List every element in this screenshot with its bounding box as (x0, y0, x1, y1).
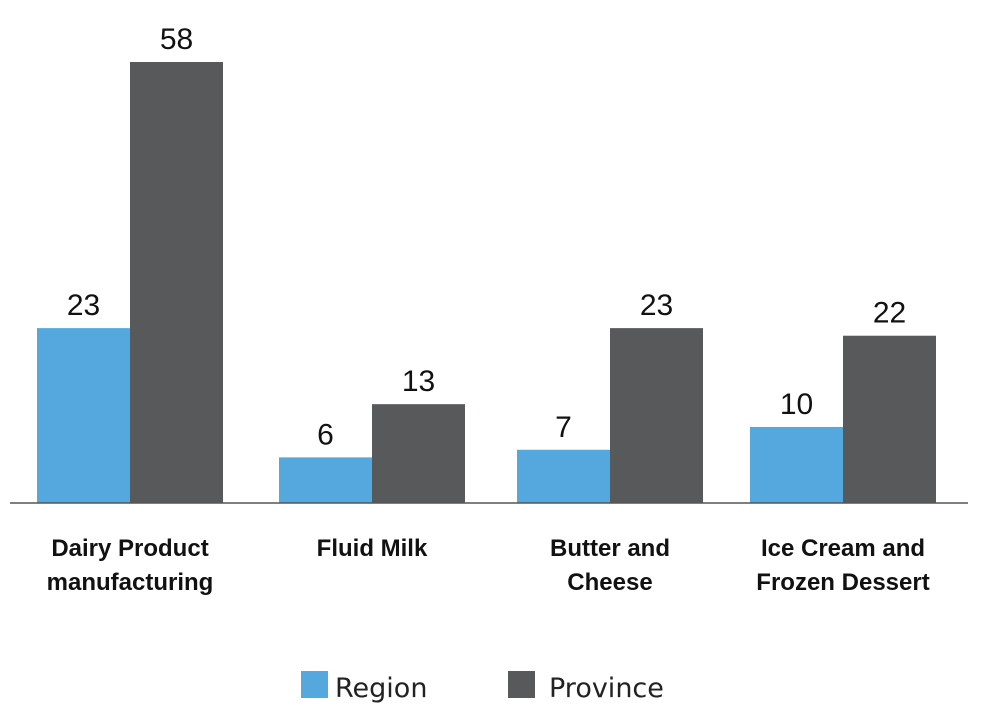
value-label-region-1: 6 (317, 418, 334, 451)
category-label-line: Cheese (567, 569, 652, 596)
value-label-region-2: 7 (555, 411, 572, 444)
value-labels-group: 23 58 6 13 7 23 10 22 (67, 23, 906, 451)
category-label-3: Ice Cream and Frozen Dessert (756, 535, 929, 596)
bars-group (37, 62, 936, 503)
legend-swatch-region (301, 671, 328, 698)
value-label-region-0: 23 (67, 289, 100, 322)
bar-province-1 (372, 404, 465, 503)
legend: Region Province (301, 671, 664, 704)
value-label-region-3: 10 (780, 388, 813, 421)
value-label-province-1: 13 (402, 365, 435, 398)
category-label-line: Butter and (550, 535, 670, 562)
value-label-province-0: 58 (160, 23, 193, 56)
legend-label-region: Region (335, 673, 427, 704)
category-label-line: Fluid Milk (317, 535, 428, 562)
category-label-0: Dairy Product manufacturing (47, 535, 214, 596)
bar-region-3 (750, 426, 843, 503)
category-labels-group: Dairy Product manufacturing Fluid Milk Butt… (47, 535, 930, 596)
category-label-line: Dairy Product (51, 535, 208, 562)
bar-region-0 (37, 328, 130, 503)
category-label-line: Frozen Dessert (756, 569, 929, 596)
bar-region-2 (517, 449, 610, 503)
bar-region-1 (279, 457, 372, 503)
category-label-line: Ice Cream and (761, 535, 925, 562)
category-label-2: Butter and Cheese (550, 535, 670, 596)
category-label-line: manufacturing (47, 569, 214, 596)
legend-label-province: Province (549, 673, 664, 704)
value-label-province-2: 23 (640, 289, 673, 322)
bar-province-2 (610, 328, 703, 503)
category-label-1: Fluid Milk (317, 535, 428, 562)
legend-swatch-province (508, 671, 535, 698)
value-label-province-3: 22 (873, 297, 906, 330)
bar-province-0 (130, 62, 223, 503)
bar-province-3 (843, 335, 936, 503)
